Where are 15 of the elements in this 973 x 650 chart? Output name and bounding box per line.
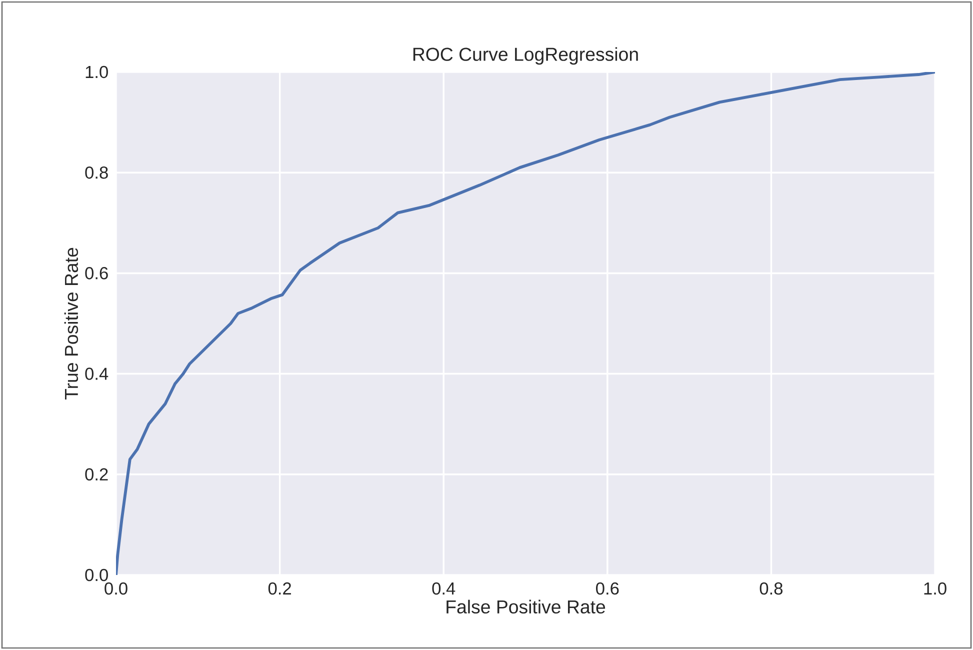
y-tick-label: 0.4 bbox=[85, 368, 108, 380]
chart-title: ROC Curve LogRegression bbox=[413, 47, 638, 65]
x-tick-label: 0.8 bbox=[760, 582, 783, 595]
y-tick-label: 0.2 bbox=[85, 468, 108, 481]
x-tick-label: 0.4 bbox=[432, 582, 456, 595]
y-tick-label: 0.0 bbox=[85, 568, 108, 582]
x-tick-label: 0.2 bbox=[268, 582, 291, 595]
y-axis-title: True Positive Rate bbox=[64, 248, 78, 400]
y-tick-label: 0.6 bbox=[85, 267, 108, 280]
y-tick-label: 1.0 bbox=[86, 66, 108, 78]
x-axis-title: False Positive Rate bbox=[446, 600, 606, 614]
x-tick-label: 0.6 bbox=[596, 582, 619, 595]
x-tick-label: 0.0 bbox=[104, 582, 128, 595]
x-tick-label: 1.0 bbox=[924, 582, 946, 595]
y-tick-label: 0.8 bbox=[85, 166, 108, 179]
